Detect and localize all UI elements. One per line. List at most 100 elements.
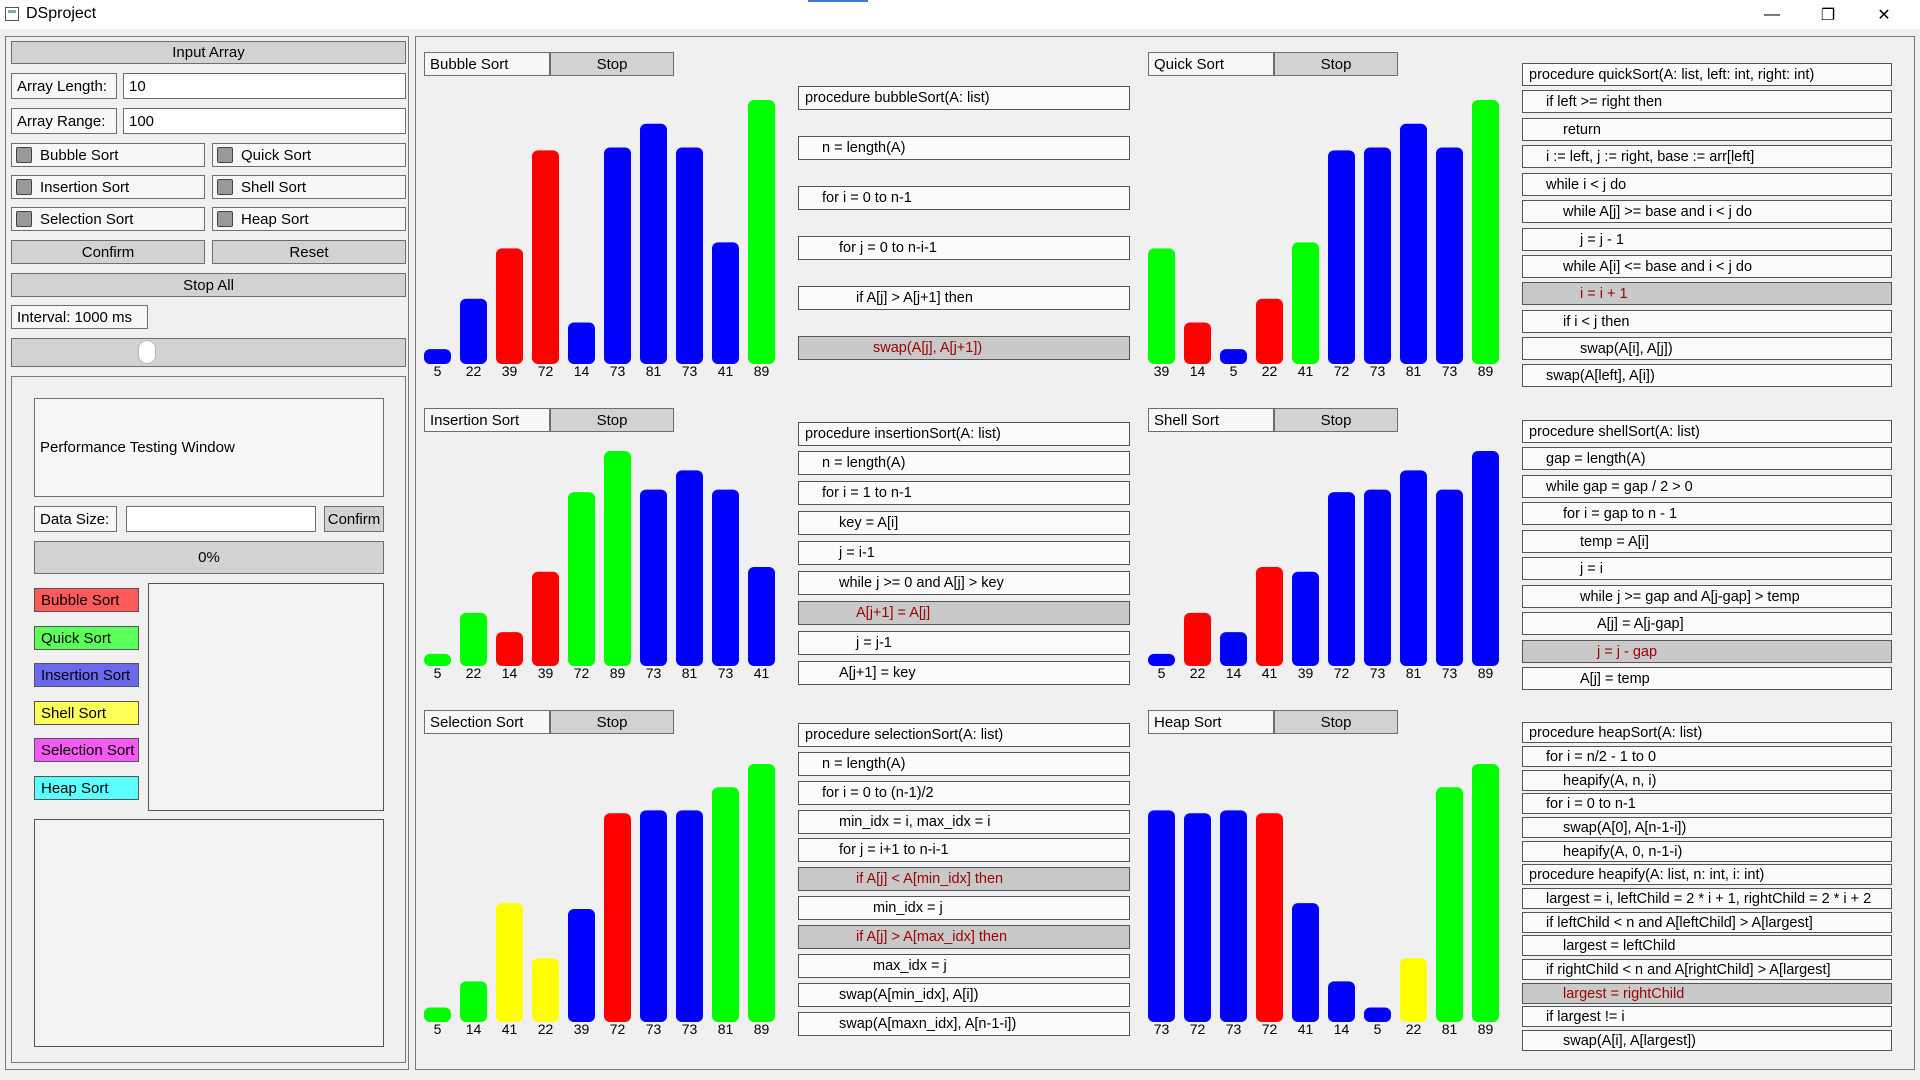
window-title: DSproject bbox=[26, 5, 97, 22]
bar bbox=[1472, 100, 1499, 364]
bar-value-label: 41 bbox=[1298, 1021, 1314, 1037]
bar bbox=[424, 349, 451, 364]
bar bbox=[568, 908, 595, 1022]
bar bbox=[604, 451, 631, 666]
shell-sort-code-line: j = j - gap bbox=[1522, 640, 1892, 663]
selection-sort-code-line: if A[j] > A[max_idx] then bbox=[798, 925, 1130, 949]
bar-value-label: 81 bbox=[682, 665, 698, 681]
insertion-sort-code-line: for i = 1 to n-1 bbox=[798, 481, 1130, 505]
shell-sort-code-line: temp = A[i] bbox=[1522, 530, 1892, 553]
insertion-sort-code-line: while j >= 0 and A[j] > key bbox=[798, 571, 1130, 595]
insertion-sort-code-line: procedure insertionSort(A: list) bbox=[798, 422, 1130, 446]
close-button[interactable]: ✕ bbox=[1877, 6, 1891, 24]
checkbox-heap-sort[interactable]: Heap Sort bbox=[212, 207, 406, 231]
bar-value-label: 39 bbox=[1154, 363, 1170, 379]
bar-value-label: 73 bbox=[1442, 363, 1458, 379]
bar-value-label: 39 bbox=[1298, 665, 1314, 681]
bar-value-label: 22 bbox=[1190, 665, 1206, 681]
selection-sort-code-line: n = length(A) bbox=[798, 752, 1130, 776]
shell-sort-stop-button[interactable]: Stop bbox=[1274, 408, 1398, 432]
bar-value-label: 22 bbox=[1406, 1021, 1422, 1037]
checkbox-icon[interactable] bbox=[16, 211, 32, 227]
legend-heap-sort: Heap Sort bbox=[34, 776, 139, 800]
checkbox-quick-sort[interactable]: Quick Sort bbox=[212, 143, 406, 167]
array-length-input[interactable]: 10 bbox=[123, 73, 406, 99]
bar-value-label: 39 bbox=[502, 363, 518, 379]
bar-value-label: 81 bbox=[718, 1021, 734, 1037]
checkbox-icon[interactable] bbox=[217, 211, 233, 227]
interval-slider[interactable] bbox=[11, 338, 406, 367]
bar-value-label: 14 bbox=[1334, 1021, 1350, 1037]
bubble-sort-code-line: if A[j] > A[j+1] then bbox=[798, 286, 1130, 310]
bar bbox=[712, 787, 739, 1022]
bar-value-label: 5 bbox=[434, 1021, 442, 1037]
bar bbox=[1184, 813, 1211, 1022]
restore-button[interactable]: ❐ bbox=[1820, 6, 1836, 24]
bar-value-label: 73 bbox=[682, 363, 698, 379]
checkbox-icon[interactable] bbox=[16, 179, 32, 195]
bar-value-label: 41 bbox=[1298, 363, 1314, 379]
bubble-sort-code-line: procedure bubbleSort(A: list) bbox=[798, 86, 1130, 110]
bar bbox=[532, 571, 559, 666]
insertion-sort-stop-button[interactable]: Stop bbox=[550, 408, 674, 432]
bar bbox=[604, 147, 631, 364]
checkbox-icon[interactable] bbox=[16, 147, 32, 163]
bar bbox=[1436, 787, 1463, 1022]
bar-value-label: 89 bbox=[1478, 363, 1494, 379]
data-size-input[interactable] bbox=[126, 506, 316, 532]
bar-value-label: 72 bbox=[1334, 363, 1350, 379]
performance-result-area bbox=[34, 819, 384, 1047]
bar bbox=[712, 489, 739, 666]
stop-all-button[interactable]: Stop All bbox=[11, 273, 406, 297]
array-range-input[interactable]: 100 bbox=[123, 108, 406, 134]
input-array-button[interactable]: Input Array bbox=[11, 41, 406, 64]
bar-value-label: 73 bbox=[1370, 363, 1386, 379]
heap-sort-code-line: procedure heapify(A: list, n: int, i: in… bbox=[1522, 864, 1892, 885]
quick-sort-code-line: while i < j do bbox=[1522, 173, 1892, 196]
quick-sort-code-line: return bbox=[1522, 118, 1892, 141]
heap-sort-code-line: largest = leftChild bbox=[1522, 935, 1892, 956]
selection-sort-code-line: for j = i+1 to n-i-1 bbox=[798, 838, 1130, 862]
bar bbox=[1364, 147, 1391, 364]
bar bbox=[1148, 653, 1175, 666]
bar bbox=[1400, 958, 1427, 1022]
selection-sort-code-line: min_idx = i, max_idx = i bbox=[798, 810, 1130, 834]
selection-sort-code-line: swap(A[min_idx], A[i]) bbox=[798, 983, 1130, 1007]
reset-button[interactable]: Reset bbox=[212, 240, 406, 264]
heap-sort-stop-button[interactable]: Stop bbox=[1274, 710, 1398, 734]
minimize-button[interactable]: — bbox=[1764, 5, 1780, 23]
bar bbox=[1256, 813, 1283, 1022]
checkbox-insertion-sort[interactable]: Insertion Sort bbox=[11, 175, 205, 199]
shell-sort-code-line: A[j] = temp bbox=[1522, 667, 1892, 690]
confirm-button[interactable]: Confirm bbox=[11, 240, 205, 264]
selection-sort-stop-button[interactable]: Stop bbox=[550, 710, 674, 734]
shell-sort-code-line: while j >= gap and A[j-gap] > temp bbox=[1522, 585, 1892, 608]
bubble-sort-stop-button[interactable]: Stop bbox=[550, 52, 674, 76]
quick-sort-stop-button[interactable]: Stop bbox=[1274, 52, 1398, 76]
bar bbox=[460, 298, 487, 364]
legend-insertion-sort: Insertion Sort bbox=[34, 663, 139, 687]
heap-sort-code-line: for i = 0 to n-1 bbox=[1522, 793, 1892, 814]
bar-value-label: 73 bbox=[718, 665, 734, 681]
bar bbox=[1256, 298, 1283, 364]
bar-value-label: 89 bbox=[610, 665, 626, 681]
bar-value-label: 81 bbox=[1406, 665, 1422, 681]
perf-confirm-button[interactable]: Confirm bbox=[324, 506, 384, 532]
bar bbox=[496, 248, 523, 364]
bar-value-label: 5 bbox=[1158, 665, 1166, 681]
bar-value-label: 72 bbox=[538, 363, 554, 379]
checkbox-selection-sort[interactable]: Selection Sort bbox=[11, 207, 205, 231]
insertion-sort-code-line: A[j+1] = key bbox=[798, 661, 1130, 685]
bar bbox=[1292, 242, 1319, 364]
legend-quick-sort: Quick Sort bbox=[34, 626, 139, 650]
checkbox-icon[interactable] bbox=[217, 147, 233, 163]
bar bbox=[1328, 981, 1355, 1022]
checkbox-icon[interactable] bbox=[217, 179, 233, 195]
bar-value-label: 73 bbox=[1154, 1021, 1170, 1037]
bar bbox=[1400, 123, 1427, 364]
slider-thumb[interactable] bbox=[138, 340, 156, 364]
bar bbox=[424, 1007, 451, 1022]
bar bbox=[1148, 810, 1175, 1022]
checkbox-bubble-sort[interactable]: Bubble Sort bbox=[11, 143, 205, 167]
checkbox-shell-sort[interactable]: Shell Sort bbox=[212, 175, 406, 199]
